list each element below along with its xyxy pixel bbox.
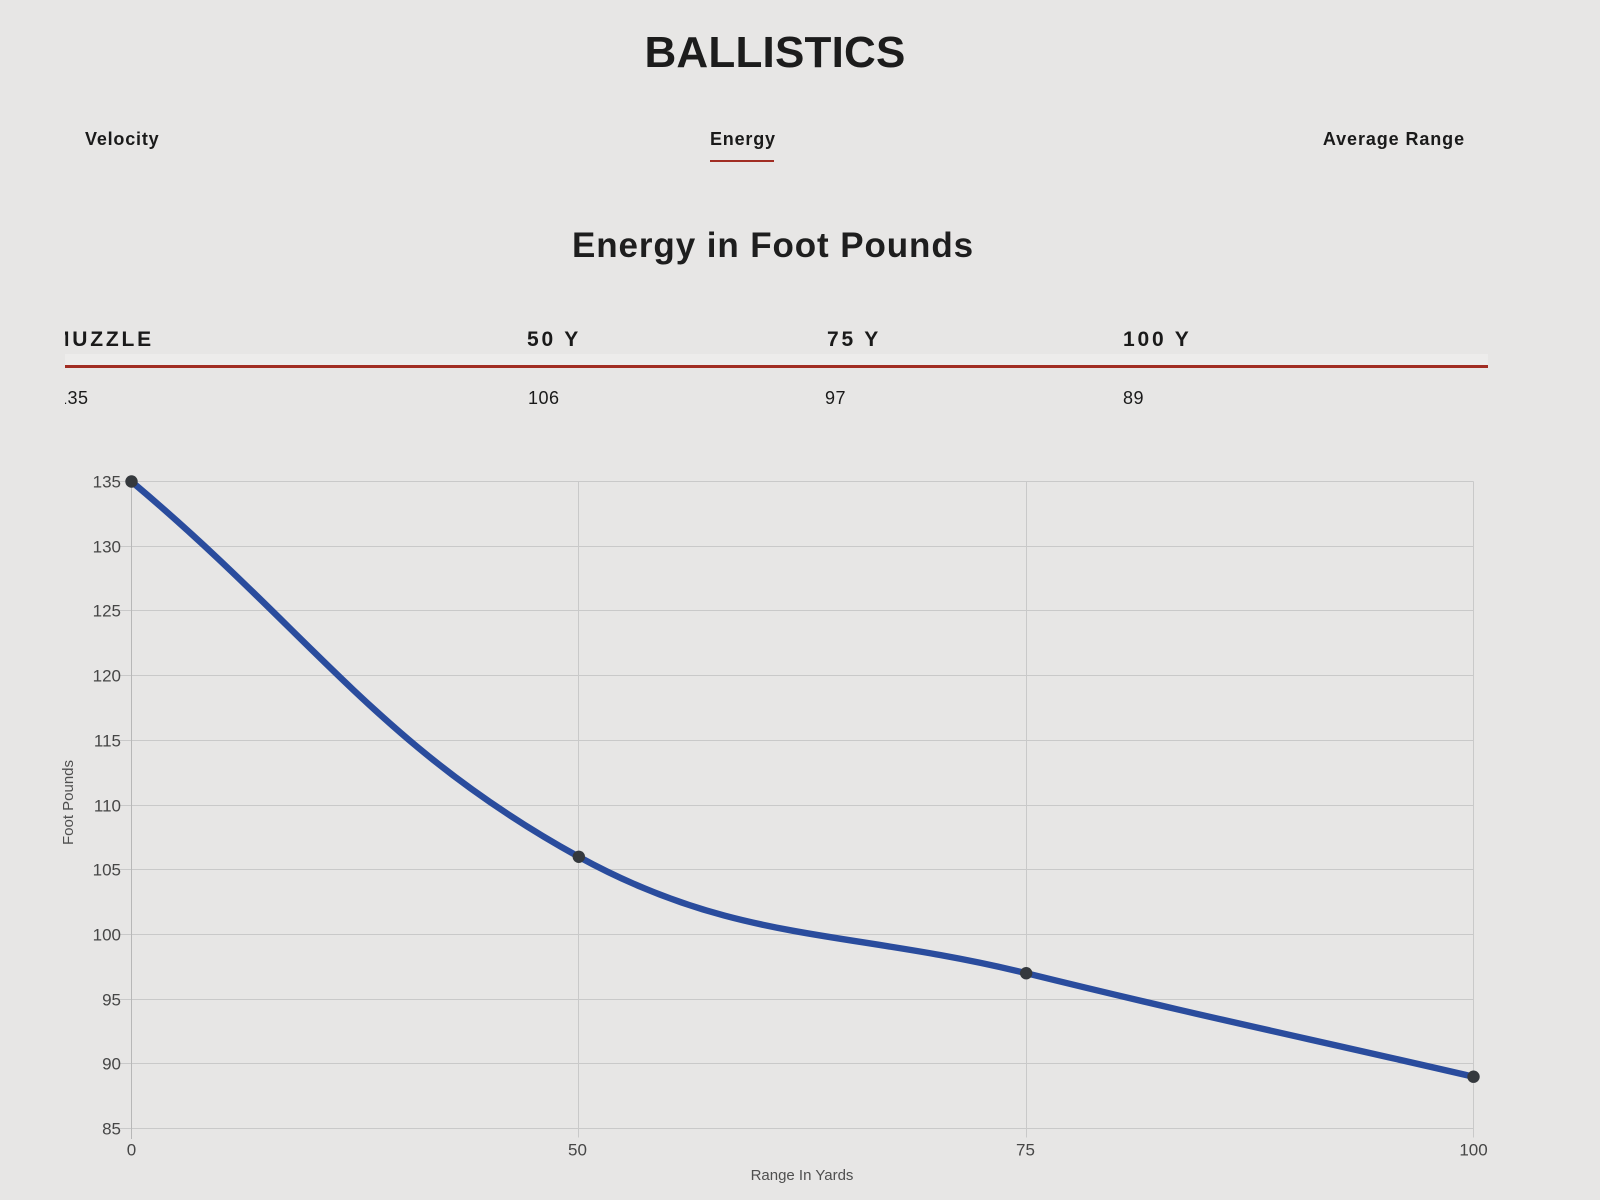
svg-text:50: 50	[568, 1141, 587, 1160]
svg-text:95: 95	[102, 991, 121, 1010]
svg-text:Foot Pounds: Foot Pounds	[60, 760, 77, 845]
svg-text:120: 120	[93, 667, 121, 686]
svg-text:130: 130	[93, 538, 121, 557]
svg-text:0: 0	[127, 1141, 136, 1160]
svg-text:105: 105	[93, 861, 121, 880]
svg-text:135: 135	[93, 473, 121, 492]
svg-text:Range In Yards: Range In Yards	[751, 1167, 854, 1184]
svg-text:100: 100	[93, 926, 121, 945]
svg-text:115: 115	[94, 732, 121, 751]
svg-text:90: 90	[102, 1055, 121, 1074]
svg-text:100: 100	[1459, 1141, 1487, 1160]
svg-text:75: 75	[1016, 1141, 1035, 1160]
svg-text:110: 110	[94, 797, 121, 816]
svg-text:85: 85	[102, 1120, 121, 1139]
svg-text:125: 125	[93, 602, 121, 621]
